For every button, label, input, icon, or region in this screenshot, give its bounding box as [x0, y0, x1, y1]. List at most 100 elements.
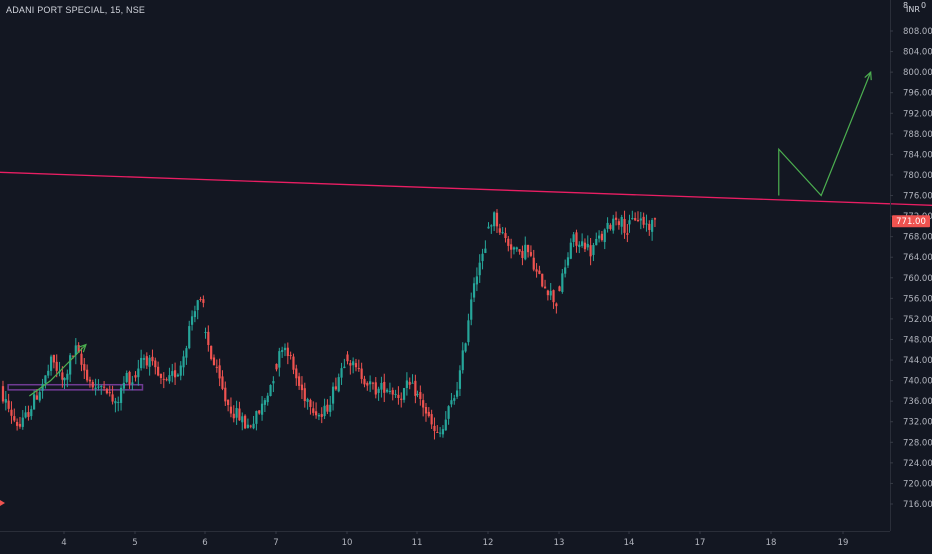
candle-up: [475, 267, 478, 292]
candle-up: [481, 248, 484, 270]
candle-up: [464, 342, 467, 353]
price-tick-label: 796.00: [903, 89, 932, 99]
candle-down: [636, 211, 640, 223]
candle-down: [303, 382, 306, 408]
scale-edge-label-right: 0: [921, 1, 927, 10]
time-tick-label: 18: [766, 538, 777, 548]
candle-up: [380, 376, 383, 398]
candle-up: [329, 395, 332, 417]
candle-up: [447, 405, 450, 425]
last-price-label: 771.00: [896, 217, 926, 227]
candle-up: [603, 228, 606, 250]
time-axis[interactable]: 4 5 6 7 10 11 12 13 14 17 18 19: [61, 531, 848, 548]
candle-up: [176, 373, 180, 378]
projection-arrow-small[interactable]: [28, 344, 87, 397]
candle-down: [145, 352, 148, 369]
candle-up: [63, 377, 66, 389]
candle-up: [190, 310, 194, 331]
candle-up: [631, 210, 634, 220]
candle-down: [495, 209, 499, 233]
price-tick-label: 744.00: [903, 356, 932, 366]
candle-down: [558, 285, 561, 292]
candle-down: [589, 238, 592, 266]
candle-up: [581, 233, 584, 248]
candle-up: [196, 299, 199, 320]
candle-up: [651, 218, 654, 241]
candle-up: [252, 415, 255, 430]
candle-up: [612, 214, 615, 234]
candle-down: [218, 358, 221, 387]
candle-up: [487, 222, 490, 229]
candle-up: [24, 405, 27, 419]
candle-down: [52, 354, 55, 369]
candle-down: [518, 249, 521, 255]
candle-up: [388, 382, 392, 395]
candle-down: [507, 236, 510, 252]
candle-up: [402, 387, 406, 403]
candle-down: [88, 376, 92, 388]
candle-up: [628, 214, 631, 233]
candle-down: [18, 416, 22, 429]
candle-down: [600, 231, 604, 242]
candle-down: [626, 223, 629, 243]
candle-up: [263, 398, 266, 413]
time-tick-label: 12: [483, 538, 494, 548]
candle-up: [266, 392, 269, 406]
candle-down: [312, 401, 315, 416]
candle-up: [142, 354, 146, 369]
candle-down: [575, 229, 578, 253]
candle-down: [397, 386, 400, 405]
candle-up: [561, 268, 564, 294]
candle-down: [532, 249, 535, 272]
candle-down: [289, 351, 292, 360]
candle-up: [49, 354, 53, 376]
candle-up: [597, 230, 601, 243]
candle-down: [414, 374, 417, 404]
candle-down: [162, 372, 165, 389]
candle-up: [21, 410, 24, 430]
projection-arrow-large[interactable]: [778, 71, 872, 197]
candle-up: [32, 390, 36, 410]
candle-down: [238, 401, 241, 421]
candle-down: [207, 325, 210, 352]
time-tick-label: 5: [132, 538, 137, 548]
last-price-tag: [892, 215, 930, 228]
currency-label[interactable]: INR: [906, 5, 920, 14]
candle-up: [188, 320, 191, 350]
time-tick-label: 7: [273, 538, 278, 548]
price-tick-label: 732.00: [903, 418, 932, 428]
candle-up: [369, 375, 372, 393]
candle-down: [346, 351, 349, 365]
candle-down: [617, 218, 620, 230]
candle-down: [91, 379, 94, 391]
candle-up: [168, 367, 171, 384]
candle-down: [151, 349, 154, 366]
candle-up: [117, 396, 120, 412]
candle-down: [526, 244, 530, 258]
support-zone[interactable]: [7, 383, 144, 391]
candle-down: [436, 425, 439, 433]
candle-up: [524, 236, 527, 261]
projection-arrow-large-head: [864, 70, 872, 81]
candle-up: [260, 396, 264, 421]
candle-down: [326, 399, 329, 415]
time-tick-label: 14: [624, 538, 635, 548]
resistance-trendline[interactable]: [0, 162, 932, 208]
candle-up: [185, 345, 188, 365]
candle-down: [371, 381, 375, 390]
time-tick-label: 17: [695, 538, 706, 548]
price-tick-label: 756.00: [903, 294, 932, 304]
candle-down: [27, 405, 30, 421]
candle-down: [157, 361, 160, 377]
symbol-title[interactable]: ADANI PORT SPECIAL, 15, NSE: [6, 5, 146, 15]
candle-down: [275, 363, 278, 372]
candle-down: [215, 359, 218, 373]
candle-up: [411, 374, 414, 384]
candle-up: [278, 347, 281, 377]
price-tick-label: 716.00: [903, 500, 932, 510]
candle-down: [258, 410, 261, 415]
candle-down: [212, 354, 216, 366]
candle-down: [366, 381, 369, 391]
